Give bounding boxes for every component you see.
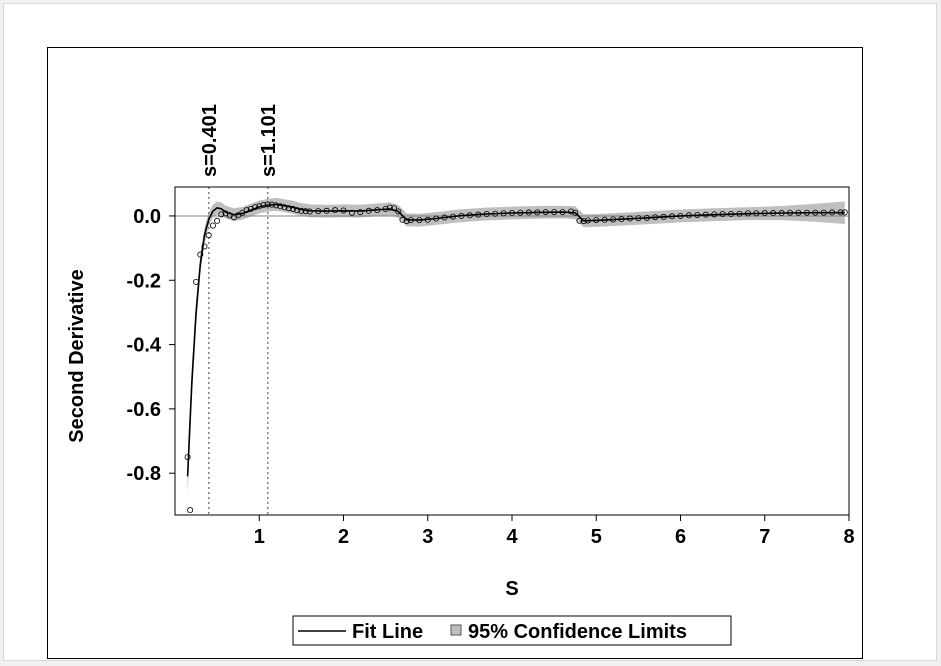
x-tick-label: 3 — [422, 526, 433, 548]
x-tick-label: 8 — [843, 526, 854, 548]
data-point — [357, 209, 364, 216]
y-tick-label: 0.0 — [133, 206, 161, 228]
chart-frame: s=0.401 s=1.101 1 2 3 4 5 6 7 8 0.0 -0.2 -0.4 -0.6 -… — [47, 47, 863, 659]
data-point — [235, 212, 242, 219]
data-point — [209, 222, 216, 229]
data-point — [285, 205, 292, 212]
data-point — [205, 232, 212, 239]
y-axis: 0.0 -0.2 -0.4 -0.6 -0.8 — [127, 206, 175, 485]
data-point — [576, 217, 583, 224]
data-point — [201, 243, 208, 250]
data-point — [218, 211, 225, 218]
data-point — [187, 507, 194, 514]
legend-confidence-swatch — [450, 624, 462, 636]
y-axis-label: Second Derivative — [66, 269, 88, 442]
x-axis-label: S — [505, 578, 518, 600]
reference-line-label-1: s=1.101 — [258, 104, 280, 177]
x-tick-label: 2 — [338, 526, 349, 548]
fit-line — [186, 203, 845, 477]
fit-line-layer — [186, 203, 845, 477]
legend-box — [292, 615, 732, 646]
legend-confidence-label: 95% Confidence Limits — [468, 621, 687, 643]
x-tick-label: 1 — [254, 526, 265, 548]
y-tick-label: -0.2 — [127, 270, 161, 292]
legend: Fit Line 95% Confidence Limits — [292, 615, 732, 646]
y-tick-label: -0.8 — [127, 463, 161, 485]
figure-background: s=0.401 s=1.101 1 2 3 4 5 6 7 8 0.0 -0.2 -0.4 -0.6 -… — [3, 3, 937, 661]
x-tick-label: 5 — [591, 526, 602, 548]
plot-area — [175, 187, 849, 515]
data-point — [298, 207, 305, 214]
data-point — [197, 251, 204, 258]
data-point — [567, 208, 574, 215]
data-point — [348, 209, 355, 216]
data-point — [277, 203, 284, 210]
data-point — [294, 207, 301, 214]
data-point — [281, 204, 288, 211]
x-tick-label: 6 — [675, 526, 686, 548]
x-axis: 1 2 3 4 5 6 7 8 — [254, 515, 855, 548]
reference-line-label-0: s=0.401 — [199, 104, 221, 177]
data-point — [214, 217, 221, 224]
y-tick-label: -0.4 — [127, 335, 162, 357]
legend-fit-line-label: Fit Line — [352, 621, 423, 643]
data-point — [399, 216, 406, 223]
y-tick-label: -0.6 — [127, 399, 161, 421]
data-point — [289, 205, 296, 212]
data-point — [386, 204, 393, 211]
data-point — [403, 218, 410, 225]
x-tick-label: 7 — [759, 526, 770, 548]
vertical-reference-layer: s=0.401 s=1.101 — [199, 104, 280, 515]
x-tick-label: 4 — [506, 526, 518, 548]
chart-svg: s=0.401 s=1.101 1 2 3 4 5 6 7 8 0.0 -0.2 -0.4 -0.6 -… — [66, 104, 855, 646]
